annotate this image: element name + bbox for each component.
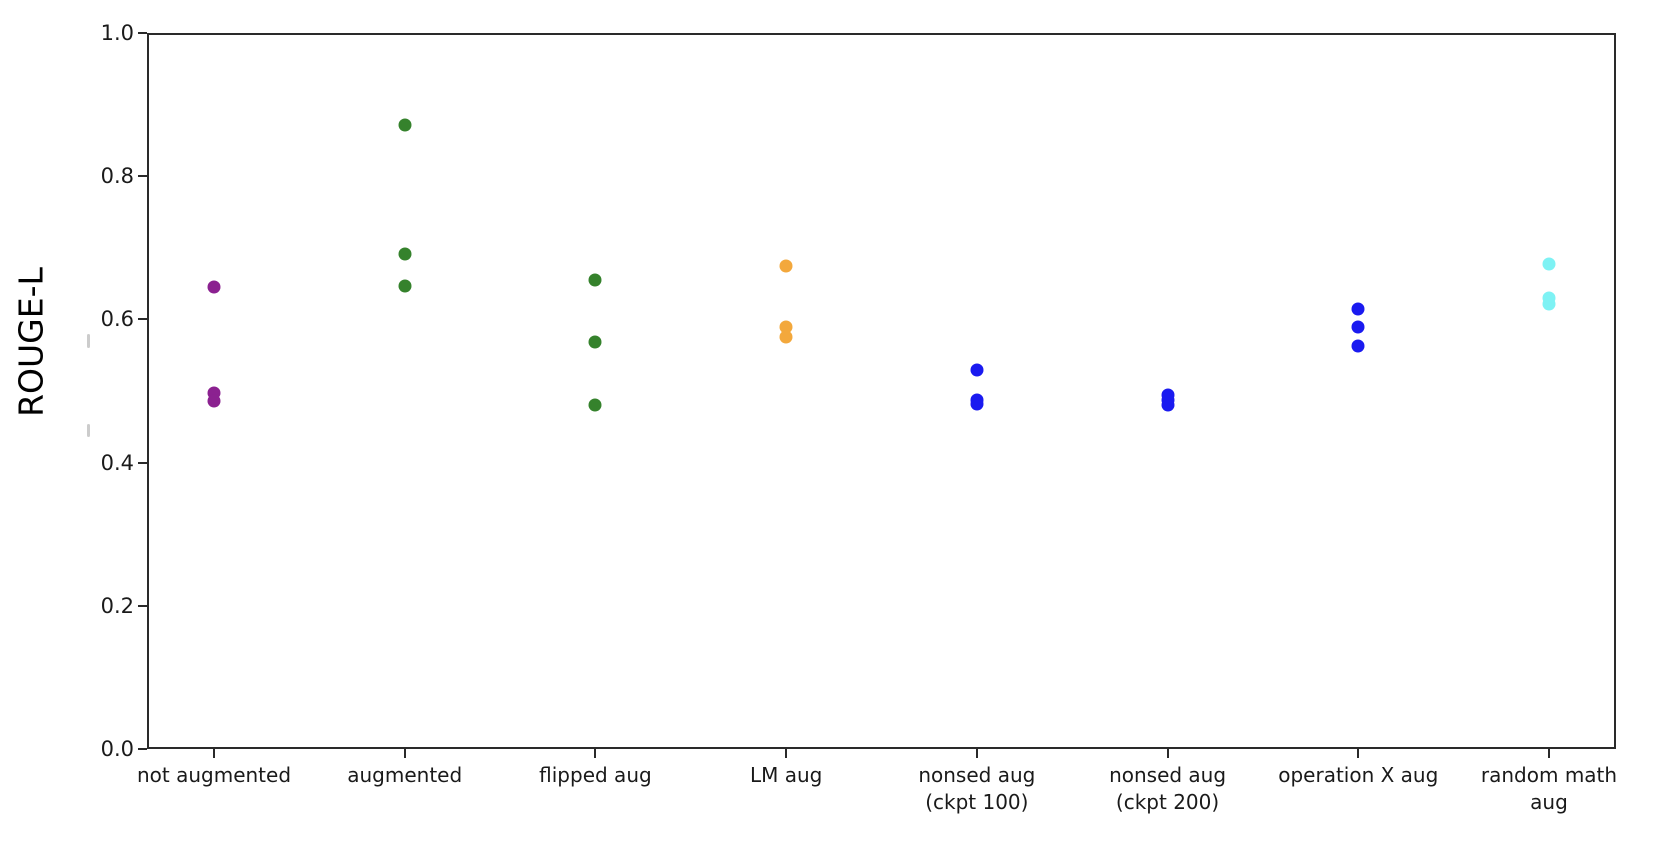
x-tick-label-line: LM aug — [749, 763, 823, 787]
y-tick-mark — [138, 32, 147, 34]
data-point — [1351, 302, 1365, 316]
x-tick-label-line: not augmented — [136, 763, 292, 787]
y-tick-label: 1.0 — [100, 21, 134, 45]
data-point — [1351, 320, 1365, 334]
data-point — [588, 398, 602, 412]
data-point — [779, 320, 793, 334]
data-point — [1542, 257, 1556, 271]
y-tick-mark — [138, 748, 147, 750]
data-point — [588, 335, 602, 349]
data-point — [207, 280, 221, 294]
y-tick-mark — [138, 604, 147, 607]
x-tick-label-line: flipped aug — [539, 763, 652, 787]
x-tick-mark — [1166, 749, 1169, 758]
data-point — [970, 397, 984, 411]
x-tick-label: operation X aug — [1233, 762, 1483, 789]
stray-mark — [87, 424, 90, 437]
data-point — [970, 363, 984, 377]
y-axis-label: ROUGE-L — [11, 267, 51, 417]
x-tick-label-line: aug — [1530, 790, 1568, 814]
y-tick-label: 0.2 — [100, 593, 134, 618]
x-tick-label: not augmented — [89, 762, 339, 789]
data-point — [779, 259, 793, 273]
x-tick-label: flipped aug — [470, 762, 720, 789]
x-tick-mark — [1547, 749, 1550, 758]
x-tick-label: nonsed aug (ckpt 200) — [1043, 762, 1293, 816]
x-tick-label: nonsed aug (ckpt 100) — [852, 762, 1102, 816]
x-tick-label-line: random math — [1480, 763, 1618, 787]
x-tick-mark — [213, 749, 215, 758]
y-tick-mark — [138, 175, 147, 178]
data-point — [207, 394, 221, 408]
data-point — [398, 279, 412, 293]
y-tick-mark — [138, 318, 147, 321]
data-point — [1161, 398, 1175, 412]
stray-mark — [87, 334, 90, 348]
data-point — [1351, 339, 1365, 353]
x-tick-label: random math aug — [1424, 762, 1658, 816]
y-tick-label: 0.8 — [100, 164, 134, 189]
x-tick-label-line: nonsed aug — [918, 763, 1036, 787]
x-tick-label: LM aug — [661, 762, 911, 789]
x-tick-mark — [403, 749, 406, 758]
data-point — [779, 330, 793, 344]
data-point — [588, 273, 602, 287]
y-tick-mark — [138, 461, 147, 464]
x-tick-mark — [1357, 749, 1360, 758]
x-tick-label-line: augmented — [347, 763, 463, 787]
y-tick-label: 0.4 — [100, 450, 134, 475]
x-tick-mark — [975, 749, 978, 758]
plot-area — [147, 33, 1616, 749]
data-point — [398, 118, 412, 132]
x-tick-label-line: (ckpt 100) — [925, 790, 1029, 814]
data-point — [398, 247, 412, 261]
y-tick-label: 0.0 — [100, 737, 134, 761]
x-tick-label: augmented — [280, 762, 530, 789]
data-point — [1542, 297, 1556, 311]
x-tick-mark — [594, 749, 597, 758]
x-tick-label-line: nonsed aug — [1109, 763, 1227, 787]
x-tick-mark — [785, 749, 788, 758]
y-tick-label: 0.6 — [100, 307, 134, 332]
x-tick-label-line: (ckpt 200) — [1115, 790, 1220, 814]
x-tick-label-line: operation X aug — [1278, 763, 1439, 787]
